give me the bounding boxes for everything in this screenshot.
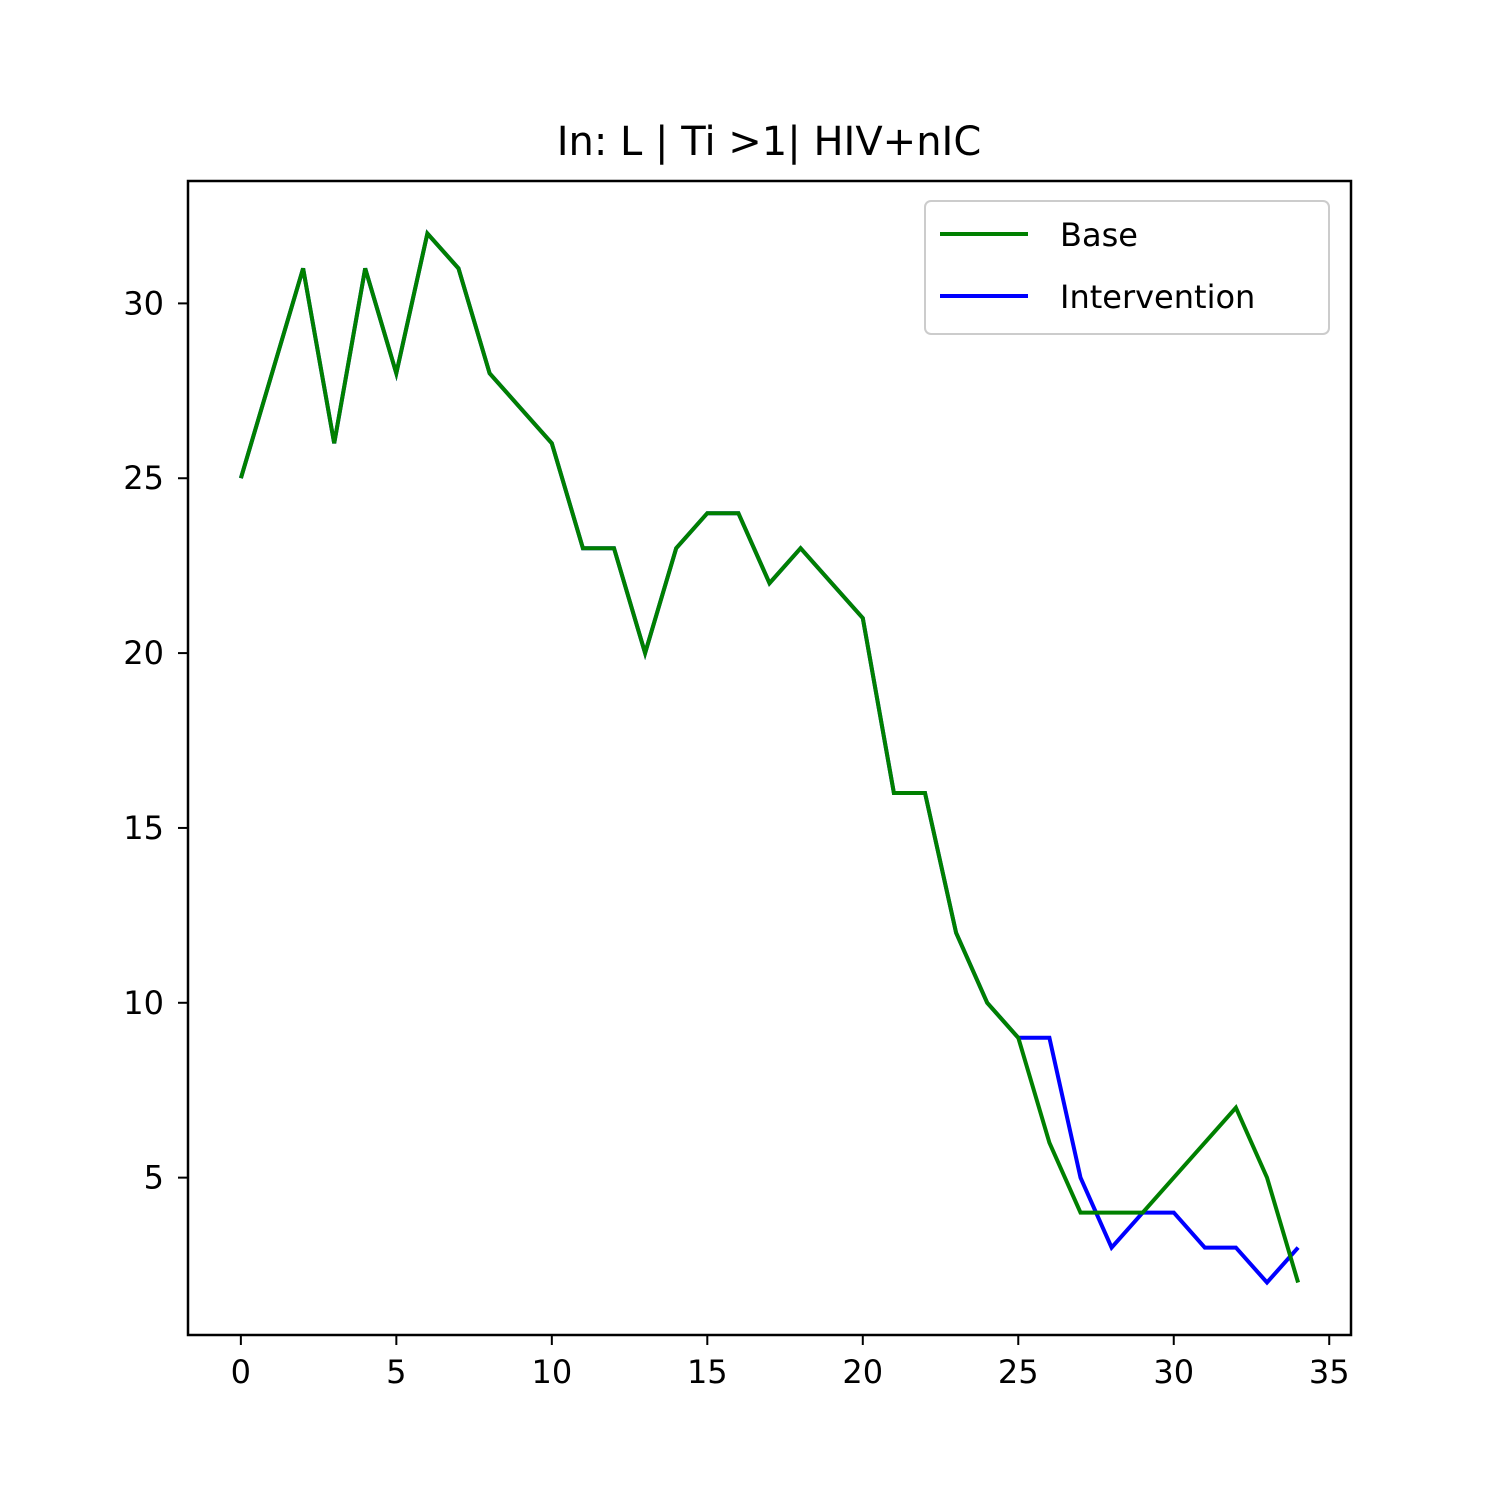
chart-title: In: L | Ti >1| HIV+nIC [557,119,982,165]
x-tick-label: 10 [531,1353,572,1391]
x-tick-label: 25 [998,1353,1039,1391]
y-tick-label: 5 [144,1159,164,1197]
x-tick-label: 0 [231,1353,251,1391]
y-tick-label: 20 [123,634,164,672]
x-tick-label: 5 [386,1353,406,1391]
legend-label-intervention: Intervention [1060,278,1255,316]
x-tick-label: 20 [842,1353,883,1391]
axes: 0 5 10 15 20 25 30 35 5 10 15 20 25 30 [123,179,1353,1391]
legend-label-base: Base [1060,216,1138,254]
series-line-base [238,229,1301,1284]
x-tick-label: 35 [1309,1353,1350,1391]
y-tick-label: 30 [123,284,164,322]
axes-frame [186,179,1353,1337]
plot-area [238,229,1301,1286]
y-tick-label: 25 [123,459,164,497]
y-tick-label: 15 [123,809,164,847]
legend: Base Intervention [924,200,1330,335]
x-tick-label: 15 [687,1353,728,1391]
x-tick-label: 30 [1153,1353,1194,1391]
y-tick-label: 10 [123,984,164,1022]
